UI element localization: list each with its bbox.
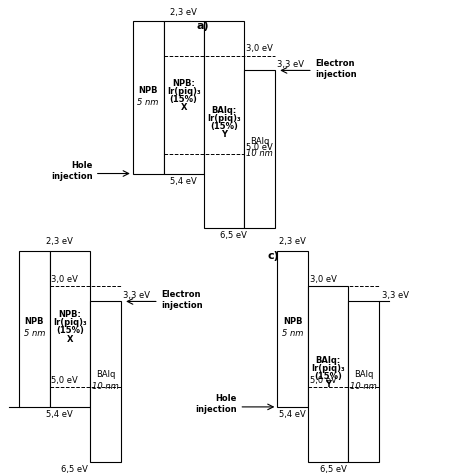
- Text: X: X: [181, 103, 187, 112]
- Text: NPB:: NPB:: [172, 79, 195, 88]
- Text: 2,3 eV: 2,3 eV: [46, 237, 73, 246]
- Text: 6,5 eV: 6,5 eV: [220, 231, 247, 240]
- Text: Hole: Hole: [216, 394, 237, 403]
- Text: 3,0 eV: 3,0 eV: [310, 275, 337, 284]
- Text: 2,3 eV: 2,3 eV: [279, 237, 306, 246]
- Text: NPB: NPB: [25, 318, 44, 327]
- Text: X: X: [67, 335, 73, 344]
- Bar: [244, 71, 275, 228]
- Text: 5 nm: 5 nm: [24, 329, 45, 338]
- Bar: [308, 286, 348, 387]
- Text: 3,0 eV: 3,0 eV: [51, 275, 78, 284]
- Bar: [204, 21, 244, 228]
- Text: 5,0 eV: 5,0 eV: [310, 376, 337, 385]
- Text: Electron: Electron: [161, 290, 201, 299]
- Text: Ir(piq)₃: Ir(piq)₃: [53, 319, 87, 328]
- Bar: [308, 286, 348, 462]
- Bar: [90, 301, 121, 462]
- Text: NPB: NPB: [283, 318, 302, 327]
- Text: 6,5 eV: 6,5 eV: [319, 465, 346, 474]
- Text: Ir(piq)₃: Ir(piq)₃: [167, 87, 201, 96]
- Text: 10 nm: 10 nm: [92, 382, 119, 391]
- Text: (15%): (15%): [314, 372, 342, 381]
- Text: NPB: NPB: [138, 86, 158, 95]
- Text: 3,3 eV: 3,3 eV: [382, 291, 409, 300]
- Text: 5,0 eV: 5,0 eV: [51, 376, 78, 385]
- Text: injection: injection: [195, 405, 237, 414]
- Bar: [133, 21, 164, 173]
- Text: Y: Y: [221, 130, 227, 139]
- Text: 10 nm: 10 nm: [350, 382, 377, 391]
- Text: 5,4 eV: 5,4 eV: [46, 410, 73, 419]
- Text: 2,3 eV: 2,3 eV: [170, 8, 197, 17]
- Text: BAlq: BAlq: [96, 370, 115, 379]
- Bar: [50, 251, 90, 407]
- Bar: [19, 251, 50, 407]
- Text: 3,3 eV: 3,3 eV: [277, 60, 304, 69]
- Text: 5,0 eV: 5,0 eV: [246, 144, 273, 153]
- Text: injection: injection: [315, 70, 357, 79]
- Bar: [277, 251, 308, 407]
- Text: Electron: Electron: [315, 59, 355, 68]
- Text: 3,0 eV: 3,0 eV: [246, 45, 273, 54]
- Bar: [164, 21, 204, 173]
- Bar: [348, 301, 379, 462]
- Text: 5 nm: 5 nm: [137, 98, 159, 107]
- Text: BAlq: BAlq: [354, 370, 374, 379]
- Text: Y: Y: [325, 380, 331, 389]
- Text: 10 nm: 10 nm: [246, 149, 273, 158]
- Text: Ir(piq)₃: Ir(piq)₃: [207, 114, 241, 123]
- Text: injection: injection: [161, 301, 203, 310]
- Text: BAlq:: BAlq:: [316, 356, 341, 365]
- Text: (15%): (15%): [170, 95, 198, 104]
- Text: 3,3 eV: 3,3 eV: [123, 291, 150, 300]
- Text: 6,5 eV: 6,5 eV: [61, 465, 88, 474]
- Bar: [186, 56, 222, 154]
- Text: c): c): [268, 251, 280, 261]
- Text: Ir(piq)₃: Ir(piq)₃: [311, 364, 345, 373]
- Text: NPB:: NPB:: [58, 310, 82, 319]
- Text: BAlq:: BAlq:: [211, 106, 237, 115]
- Text: BAlq: BAlq: [250, 137, 269, 146]
- Bar: [50, 286, 90, 387]
- Text: (15%): (15%): [56, 327, 84, 336]
- Text: Hole: Hole: [71, 161, 92, 170]
- Text: a): a): [197, 21, 210, 31]
- Text: 5 nm: 5 nm: [282, 329, 303, 338]
- Text: (15%): (15%): [210, 122, 238, 131]
- Text: 5,4 eV: 5,4 eV: [170, 177, 197, 186]
- Text: injection: injection: [51, 172, 92, 181]
- Text: 5,4 eV: 5,4 eV: [279, 410, 306, 419]
